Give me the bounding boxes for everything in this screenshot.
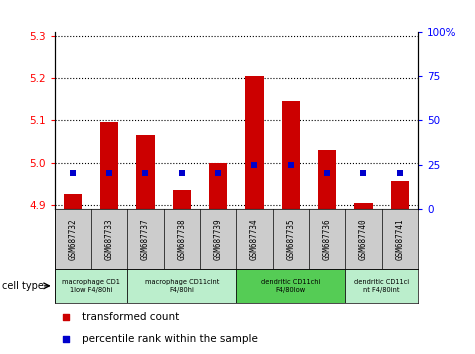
Bar — [282, 101, 300, 209]
Point — [396, 171, 404, 176]
Text: cell type: cell type — [2, 281, 44, 291]
Text: macrophage CD1
1low F4/80hi: macrophage CD1 1low F4/80hi — [62, 279, 120, 293]
Bar — [391, 182, 409, 209]
Bar — [237, 269, 345, 303]
Bar — [318, 150, 336, 209]
Text: GSM687739: GSM687739 — [214, 218, 223, 260]
Text: GSM687740: GSM687740 — [359, 218, 368, 260]
Bar — [55, 269, 127, 303]
Text: GSM687735: GSM687735 — [286, 218, 295, 260]
Point — [251, 162, 258, 167]
Text: dendritic CD11ci
nt F4/80int: dendritic CD11ci nt F4/80int — [354, 279, 409, 293]
Point — [62, 314, 69, 320]
Bar — [209, 162, 227, 209]
Point — [360, 171, 367, 176]
Point — [105, 171, 113, 176]
Bar — [64, 194, 82, 209]
Bar — [354, 202, 372, 209]
Text: transformed count: transformed count — [82, 312, 179, 322]
Text: GSM687738: GSM687738 — [177, 218, 186, 260]
Bar — [100, 122, 118, 209]
Text: GSM687741: GSM687741 — [395, 218, 404, 260]
Text: GSM687734: GSM687734 — [250, 218, 259, 260]
Point — [323, 171, 331, 176]
Bar — [136, 135, 154, 209]
Bar — [345, 269, 418, 303]
Text: dendritic CD11chi
F4/80low: dendritic CD11chi F4/80low — [261, 279, 321, 293]
Point — [69, 171, 76, 176]
Text: GSM687736: GSM687736 — [323, 218, 332, 260]
Point — [287, 162, 294, 167]
Point — [214, 171, 222, 176]
Point — [178, 171, 186, 176]
Bar — [246, 76, 264, 209]
Point — [142, 171, 149, 176]
Text: percentile rank within the sample: percentile rank within the sample — [82, 334, 258, 344]
Text: GSM687732: GSM687732 — [68, 218, 77, 260]
Bar — [173, 190, 191, 209]
Text: GSM687737: GSM687737 — [141, 218, 150, 260]
Point — [62, 336, 69, 342]
Text: macrophage CD11cint
F4/80hi: macrophage CD11cint F4/80hi — [144, 279, 219, 293]
Bar — [127, 269, 237, 303]
Text: GSM687733: GSM687733 — [104, 218, 114, 260]
